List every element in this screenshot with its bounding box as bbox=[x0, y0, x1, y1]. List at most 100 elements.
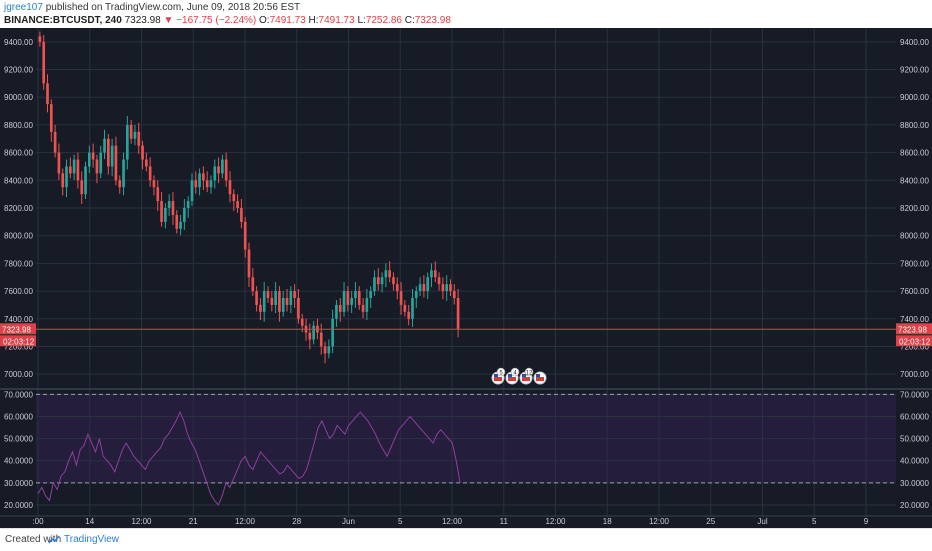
candle-body bbox=[255, 291, 258, 305]
candle-body bbox=[236, 201, 239, 208]
price-tick-left-4: 7800.00 bbox=[4, 259, 33, 268]
candle-body bbox=[68, 166, 72, 174]
last-price-tag-left bbox=[0, 323, 36, 335]
candle-body bbox=[414, 291, 418, 298]
rsi-tick-left-0: 20.0000 bbox=[4, 501, 33, 510]
candle-body bbox=[46, 83, 49, 105]
rsi-tick-right-0: 20.0000 bbox=[900, 501, 929, 510]
candle-body bbox=[76, 159, 80, 181]
rsi-tick-left-5: 70.0000 bbox=[4, 390, 33, 399]
rsi-tick-left-3: 50.0000 bbox=[4, 435, 33, 444]
price-tick-right-4: 7800.00 bbox=[900, 259, 929, 268]
candle-body bbox=[133, 131, 137, 139]
ohlc-legend: BINANCE:BTCUSDT, 240 7323.98 ▼ −167.75 (… bbox=[4, 15, 451, 26]
candle-body bbox=[122, 159, 125, 188]
candle-body bbox=[217, 166, 220, 174]
chart-canvas[interactable]: :00 14 12:00 21 12:00 28 Jun 5 12:00 11 12:00 18 12:… bbox=[0, 28, 932, 528]
close-value: 7323.98 bbox=[124, 15, 161, 26]
candle-body bbox=[209, 180, 213, 188]
candle-body bbox=[278, 291, 281, 312]
candle-body bbox=[456, 298, 460, 330]
candle-body bbox=[183, 208, 186, 222]
open-label: O: bbox=[259, 15, 270, 26]
candle-body bbox=[331, 318, 334, 347]
candle-body bbox=[312, 325, 315, 340]
countdown-tag-left bbox=[0, 335, 36, 347]
candle-body bbox=[384, 270, 388, 278]
price-tick-left-1: 7200.00 bbox=[4, 342, 33, 351]
price-tick-right-7: 8400.00 bbox=[900, 176, 929, 185]
author-link[interactable]: jgree107 bbox=[4, 2, 43, 13]
candle-body bbox=[38, 36, 42, 42]
candle-body bbox=[373, 277, 376, 292]
candle-body bbox=[281, 298, 285, 312]
close-label: C: bbox=[404, 15, 415, 26]
candle-body bbox=[350, 298, 353, 305]
candle-body bbox=[452, 291, 456, 298]
price-tick-right-9: 8800.00 bbox=[900, 121, 929, 130]
candle-body bbox=[202, 173, 205, 181]
price-tick-left-7: 8400.00 bbox=[4, 176, 33, 185]
rsi-line bbox=[37, 410, 461, 506]
candle-body bbox=[388, 270, 391, 278]
event-flag-stripe bbox=[536, 377, 544, 381]
close-value-2: 7323.98 bbox=[414, 15, 451, 26]
candle-body bbox=[156, 187, 160, 202]
rsi-tick-right-4: 60.0000 bbox=[900, 413, 929, 422]
candle-body bbox=[148, 166, 152, 181]
change-value: ▼ −167.75 (−2.24%) bbox=[163, 15, 257, 26]
price-tick-right-11: 9200.00 bbox=[900, 66, 929, 75]
event-flag-canton bbox=[536, 374, 540, 377]
x-tick-label-0: :00 bbox=[32, 517, 44, 526]
price-tick-right-3: 7600.00 bbox=[900, 287, 929, 296]
candle-body bbox=[171, 201, 175, 215]
x-tick-label-9: 11 bbox=[500, 517, 509, 526]
x-tick-label-6: Jun bbox=[342, 517, 355, 526]
price-tick-right-8: 8600.00 bbox=[900, 149, 929, 158]
x-tick-label-14: Jul bbox=[757, 517, 767, 526]
created-with-text: Created with bbox=[5, 534, 62, 545]
x-tick-label-10: 12:00 bbox=[545, 517, 566, 526]
candle-body bbox=[232, 194, 236, 202]
price-tick-left-11: 9200.00 bbox=[4, 66, 33, 75]
x-tick-label-7: 5 bbox=[398, 517, 403, 526]
rsi-tick-right-2: 40.0000 bbox=[900, 457, 929, 466]
candle-body bbox=[72, 159, 76, 174]
candle-body bbox=[240, 208, 243, 222]
candle-body bbox=[49, 104, 53, 132]
candle-body bbox=[107, 138, 110, 167]
candle-body bbox=[99, 152, 103, 174]
candle-body bbox=[114, 145, 118, 181]
candle-body bbox=[53, 131, 57, 153]
candle-body bbox=[126, 124, 129, 160]
rsi-tick-right-1: 30.0000 bbox=[900, 479, 929, 488]
candle-body bbox=[418, 284, 422, 292]
price-tick-left-12: 9400.00 bbox=[4, 38, 33, 47]
candle-body bbox=[361, 304, 365, 312]
event-flag-stripe bbox=[494, 377, 502, 381]
candle-body bbox=[319, 332, 323, 347]
candle-body bbox=[262, 291, 266, 312]
event-count-label-0: 5 bbox=[499, 371, 503, 377]
candle-body bbox=[175, 214, 179, 229]
candle-body bbox=[411, 298, 414, 319]
last-price-label-right: 7323.98 bbox=[898, 325, 927, 334]
tradingview-brand-link[interactable]: TradingView bbox=[64, 534, 120, 545]
candle-body bbox=[376, 277, 380, 285]
candle-body bbox=[213, 166, 217, 181]
chart-area[interactable]: :00 14 12:00 21 12:00 28 Jun 5 12:00 11 12:00 18 12:… bbox=[0, 28, 932, 528]
candle-body bbox=[380, 277, 384, 285]
candle-body bbox=[433, 270, 437, 278]
candle-body bbox=[198, 173, 201, 188]
candle-body bbox=[221, 159, 224, 174]
price-tick-left-8: 8600.00 bbox=[4, 149, 33, 158]
candle-body bbox=[449, 284, 452, 292]
rsi-tick-right-3: 50.0000 bbox=[900, 435, 929, 444]
price-tick-left-9: 8800.00 bbox=[4, 121, 33, 130]
event-flag-canton bbox=[494, 374, 498, 377]
symbol-label: BINANCE:BTCUSDT, 240 bbox=[4, 15, 122, 26]
candle-body bbox=[293, 291, 296, 298]
candle-body bbox=[437, 277, 441, 285]
candle-body bbox=[137, 131, 141, 146]
event-count-label-1: 4 bbox=[513, 371, 517, 377]
